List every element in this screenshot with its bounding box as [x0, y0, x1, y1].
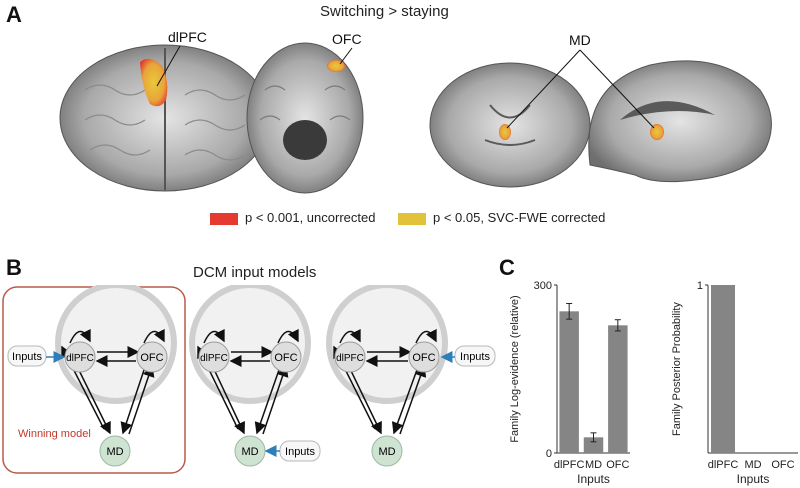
- chart1-ytick-label: 0: [546, 448, 552, 460]
- legend-swatch-uncorrected: [210, 213, 238, 225]
- label-dlpfc-a: dlPFC: [168, 29, 207, 45]
- node-md-3: MD: [378, 446, 395, 458]
- node-ofc-2: OFC: [274, 352, 297, 364]
- legend-text-corrected: p < 0.05, SVC-FWE corrected: [433, 210, 606, 225]
- chart2-xtick-label: OFC: [771, 459, 794, 471]
- ofc-activation: [327, 60, 345, 72]
- node-dlpfc-1: dlPFC: [66, 353, 94, 364]
- node-ofc-3: OFC: [412, 352, 435, 364]
- chart2-xtick-label: MD: [744, 459, 761, 471]
- chart1-xtick-label: dlPFC: [554, 459, 585, 471]
- dcm-model-3: dlPFC OFC MD Inputs: [326, 285, 496, 467]
- chart1-xtick-label: MD: [585, 459, 602, 471]
- chart1-y-label: Family Log-evidence (relative): [509, 295, 521, 442]
- node-ofc-1: OFC: [140, 352, 163, 364]
- node-md-2: MD: [241, 446, 258, 458]
- brain-axial-inferior: [246, 42, 364, 194]
- inputs-label-1: Inputs: [12, 351, 42, 363]
- dlpfc-activation: [140, 58, 168, 107]
- brain-images: dlPFC OFC MD: [59, 29, 772, 194]
- chart1-xtick-label: OFC: [606, 459, 629, 471]
- label-ofc: OFC: [332, 31, 362, 47]
- panel-b-letter: B: [6, 255, 22, 280]
- panel-a-letter: A: [6, 2, 22, 27]
- chart2-x-label: Inputs: [737, 472, 770, 486]
- chart2-xtick-label: dlPFC: [708, 459, 739, 471]
- chart1-bar-md: [583, 437, 604, 453]
- dcm-model-2: dlPFC OFC MD Inputs: [189, 285, 321, 467]
- brain-sagittal: [588, 60, 772, 183]
- dcm-model-1: dlPFC OFC MD Inputs Winning model: [7, 285, 177, 467]
- panel-c-letter: C: [499, 255, 515, 280]
- chart1-x-label: Inputs: [577, 472, 610, 486]
- panel-b-title: DCM input models: [193, 264, 317, 281]
- label-md-a: MD: [569, 32, 591, 48]
- chart1-ytick-label: 300: [534, 280, 552, 292]
- md-activation-coronal: [499, 124, 511, 140]
- chart2-bar-dlpfc: [711, 285, 735, 453]
- winning-model-label: Winning model: [18, 428, 91, 440]
- brain-axial-superior: [59, 44, 271, 192]
- node-dlpfc-2: dlPFC: [200, 353, 228, 364]
- dcm-models: dlPFC OFC MD Inputs Winning model dlPFC …: [2, 285, 496, 474]
- legend-text-uncorrected: p < 0.001, uncorrected: [245, 210, 376, 225]
- chart2-y-label: Family Posterior Probability: [671, 302, 683, 436]
- node-md-1: MD: [106, 446, 123, 458]
- chart1-bar-ofc: [608, 325, 628, 453]
- chart2-ytick-label: 1: [697, 280, 703, 292]
- legend-swatch-corrected: [398, 213, 426, 225]
- chart1-bar-dlpfc: [559, 311, 579, 453]
- panel-a-title: Switching > staying: [320, 3, 449, 20]
- node-dlpfc-3: dlPFC: [336, 353, 364, 364]
- inputs-label-2: Inputs: [285, 446, 315, 458]
- inputs-label-3: Inputs: [460, 351, 490, 363]
